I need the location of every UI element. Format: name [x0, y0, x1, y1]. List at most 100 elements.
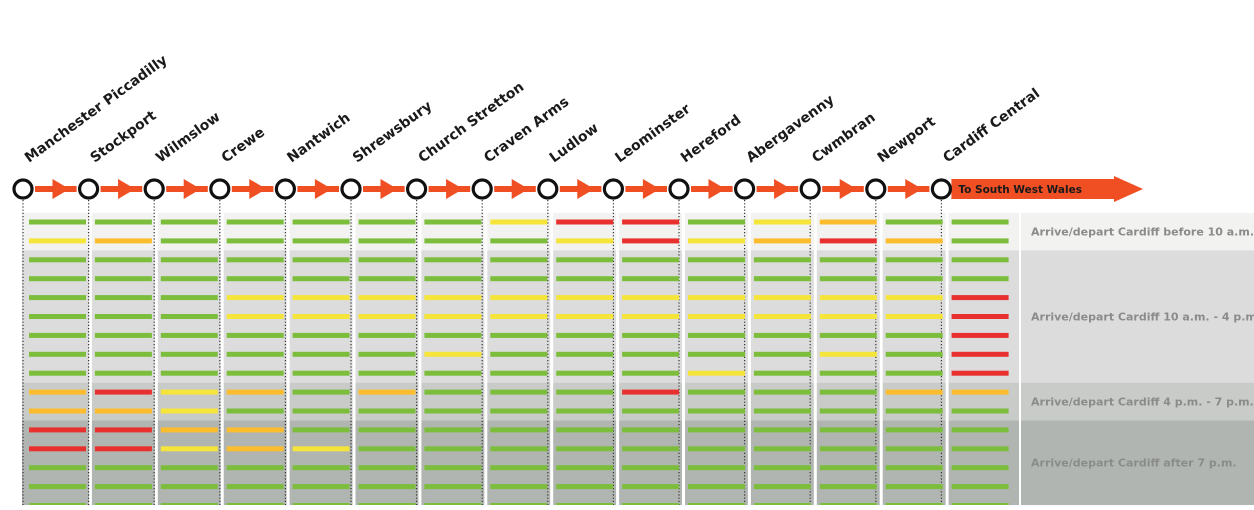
- service-bar: [885, 314, 943, 319]
- service-bar: [688, 427, 745, 433]
- service-bar: [622, 332, 680, 338]
- service-bar: [688, 484, 745, 490]
- service-bar: [885, 370, 943, 376]
- service-bar: [29, 465, 86, 471]
- service-bar: [556, 276, 614, 282]
- station-name: Cwmbran: [809, 110, 878, 167]
- service-bar: [819, 314, 877, 319]
- service-bar: [226, 446, 284, 452]
- service-bar: [951, 219, 1009, 225]
- service-bar: [226, 484, 284, 490]
- service-bar: [951, 408, 1009, 414]
- service-bar: [490, 370, 548, 376]
- service-bar: [951, 238, 1009, 244]
- service-bar: [688, 238, 745, 244]
- service-bar: [753, 389, 811, 395]
- service-bar: [622, 427, 680, 433]
- service-bar: [688, 408, 745, 414]
- service-bar: [951, 314, 1009, 319]
- station-name: Crewe: [219, 124, 268, 166]
- service-bar: [753, 276, 811, 282]
- service-bar: [622, 238, 680, 244]
- service-bar: [94, 314, 152, 319]
- service-bar: [226, 408, 284, 414]
- service-bar: [226, 314, 284, 319]
- service-bar: [622, 484, 680, 490]
- service-bar: [951, 389, 1009, 395]
- service-bar: [556, 332, 614, 338]
- service-bar: [292, 389, 350, 395]
- station-name: Ludlow: [547, 120, 602, 166]
- service-bar: [951, 351, 1009, 357]
- service-bar: [94, 295, 152, 301]
- service-bar: [226, 465, 284, 471]
- service-bar: [358, 295, 416, 301]
- column-separators: [88, 213, 1021, 505]
- column-separator: [484, 213, 488, 505]
- service-bar: [29, 446, 86, 452]
- service-bar: [94, 446, 152, 452]
- time-band-label: Arrive/depart Cardiff after 7 p.m.: [1031, 457, 1237, 470]
- service-bar: [819, 484, 877, 490]
- service-bar: [688, 314, 745, 319]
- service-bar: [292, 351, 350, 357]
- station-marker: [733, 178, 756, 200]
- service-bar: [622, 314, 680, 319]
- destination-label: To South West Wales: [958, 184, 1082, 196]
- service-bar: [885, 351, 943, 357]
- route-chevron: [511, 179, 529, 199]
- service-bar: [292, 219, 350, 225]
- service-bar: [885, 295, 943, 301]
- service-bar: [29, 484, 86, 490]
- service-bar: [490, 257, 548, 263]
- service-bar: [753, 238, 811, 244]
- service-bar: [753, 257, 811, 263]
- service-bar: [819, 427, 877, 433]
- service-bar: [292, 427, 350, 433]
- station-marker: [930, 178, 953, 200]
- service-bar: [424, 465, 482, 471]
- service-bar: [29, 219, 86, 225]
- service-bar: [424, 408, 482, 414]
- service-bar: [29, 351, 86, 357]
- station-marker: [471, 178, 493, 200]
- service-bar: [885, 427, 943, 433]
- service-bar: [490, 351, 548, 357]
- service-bar: [358, 332, 416, 338]
- time-band: [22, 213, 1254, 251]
- service-bar: [622, 295, 680, 301]
- service-bar: [819, 389, 877, 395]
- service-bar: [94, 351, 152, 357]
- service-bar: [885, 276, 943, 282]
- station-marker: [865, 178, 887, 200]
- service-bar: [226, 389, 284, 395]
- service-bar: [753, 314, 811, 319]
- station-marker: [12, 178, 34, 200]
- service-bar: [94, 370, 152, 376]
- service-bar: [951, 370, 1009, 376]
- service-bar: [885, 257, 943, 263]
- service-bar: [160, 314, 218, 319]
- service-bar: [424, 314, 482, 319]
- route-chevron: [314, 179, 332, 199]
- route-chevron: [642, 179, 660, 199]
- service-bar: [424, 427, 482, 433]
- service-bar: [622, 446, 680, 452]
- service-bar: [292, 276, 350, 282]
- service-bar: [94, 238, 152, 244]
- service-bar: [885, 238, 943, 244]
- service-bar: [226, 238, 284, 244]
- station-marker: [143, 178, 165, 200]
- service-bar: [622, 257, 680, 263]
- service-bar: [160, 238, 218, 244]
- service-bar: [226, 332, 284, 338]
- service-bar: [753, 332, 811, 338]
- service-bar: [292, 484, 350, 490]
- service-bar: [556, 257, 614, 263]
- service-bar: [951, 427, 1009, 433]
- service-bar: [424, 351, 482, 357]
- service-bar: [358, 351, 416, 357]
- service-bar: [688, 351, 745, 357]
- time-band: [22, 420, 1254, 505]
